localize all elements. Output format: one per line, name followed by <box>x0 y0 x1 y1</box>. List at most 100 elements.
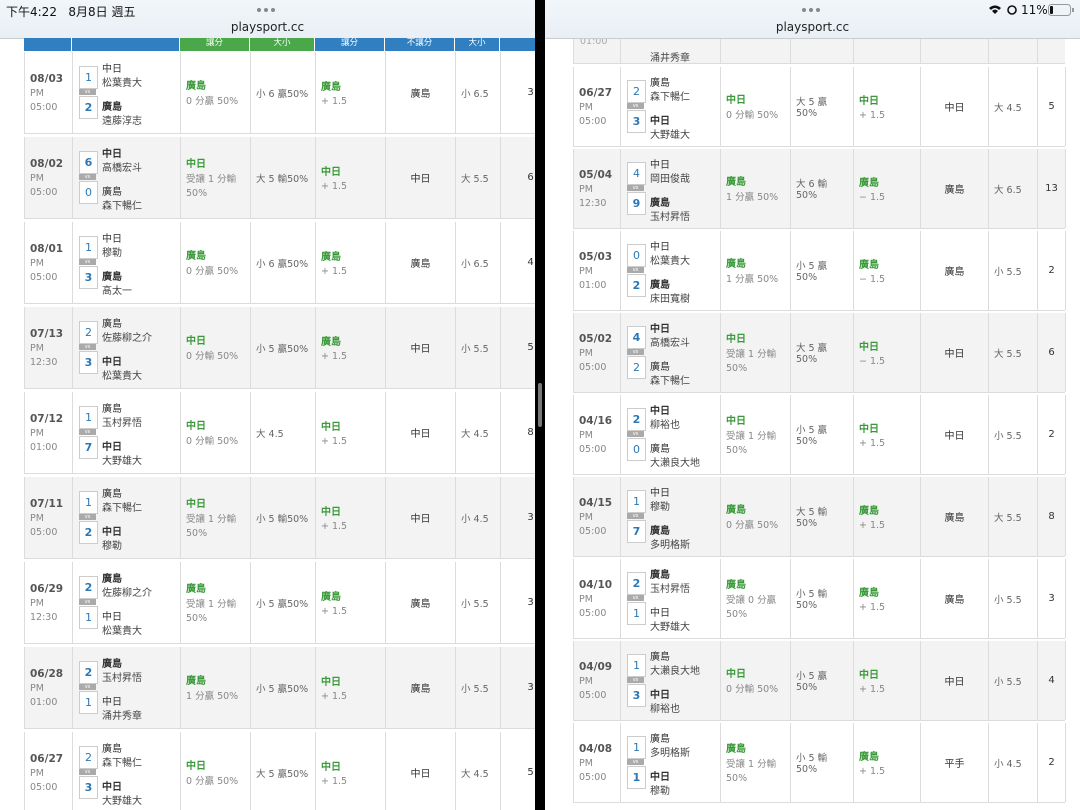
pitcher: 大野雄大 <box>650 130 690 141</box>
date: 08/02 <box>30 157 64 170</box>
over-under-cell: 大 5 贏50% <box>791 313 854 392</box>
total-line-cell: 小 5.5 <box>989 641 1038 720</box>
left-pane: 下午4:22 8月8日 週五 playsport.cc 讓分 大小 讓分 不讓分 大小 0… <box>0 0 535 810</box>
url[interactable]: playsport.cc <box>775 20 850 34</box>
vs-label: vs <box>79 514 96 520</box>
total-line-cell: 大 4.5 <box>989 67 1038 146</box>
score: 7 <box>79 436 98 459</box>
total-line-cell: 小 5.5 <box>456 562 501 643</box>
spread-cell: 中日 + 1.5 <box>854 395 921 474</box>
total-line: 小 5.5 <box>994 676 1022 688</box>
cell-border <box>988 39 989 63</box>
handicap-team: 中日 <box>186 760 206 772</box>
ampm: PM <box>30 512 44 524</box>
total-line: 大 4.5 <box>461 428 489 440</box>
spread: − 1.5 <box>859 274 886 285</box>
header-cell: 讓分 <box>180 38 250 51</box>
total-runs-cell: 2 <box>1038 395 1066 474</box>
date-cell: 05/04 PM 12:30 <box>574 149 621 228</box>
tab-dots[interactable] <box>256 8 279 12</box>
score: 2 <box>79 321 98 344</box>
score: 1 <box>627 736 646 759</box>
vs-label: vs <box>79 259 96 265</box>
pitcher: 多明格斯 <box>650 748 690 759</box>
handicap-cell: 中日 受讓 1 分輸 50% <box>181 137 251 218</box>
score: 2 <box>79 746 98 769</box>
ampm: PM <box>579 101 593 113</box>
handicap: 0 分輸 50% <box>726 109 779 121</box>
total-line-cell: 小 6.5 <box>456 52 501 133</box>
date-cell: 06/27 PM 05:00 <box>574 67 621 146</box>
team-name: 廣島 <box>102 102 122 113</box>
moneyline-cell: 中日 <box>386 137 456 218</box>
total-line: 小 5.5 <box>461 598 489 610</box>
total-line-cell: 小 5.5 <box>989 559 1038 638</box>
spread-cell: 中日 + 1.5 <box>854 67 921 146</box>
date-cell: 04/10 PM 05:00 <box>574 559 621 638</box>
over-under: 小 5 贏50% <box>796 425 828 447</box>
game-row: 08/02 PM 05:00 6 中日 高橋宏斗 0 廣島 森下暢仁 vs 中日 受讓 1 分輸 50… <box>24 137 535 219</box>
moneyline: 中日 <box>410 769 431 780</box>
over-under-cell: 小 5 贏50% <box>251 562 316 643</box>
date: 08/03 <box>30 72 64 85</box>
over-under-cell: 小 5 贏50% <box>791 641 854 720</box>
pitcher: 森下暢仁 <box>102 503 142 514</box>
moneyline: 廣島 <box>944 595 965 606</box>
handicap-cell: 廣島 1 分贏 50% <box>721 149 791 228</box>
split-handle[interactable] <box>538 383 542 427</box>
spread: + 1.5 <box>321 776 348 787</box>
total-runs-cell: 4 <box>1038 641 1066 720</box>
battery-text: 11% <box>1021 3 1048 17</box>
spread-team: 中日 <box>859 424 879 435</box>
time: 05:00 <box>30 781 58 793</box>
spread: + 1.5 <box>859 602 886 613</box>
spread-cell: 中日 + 1.5 <box>854 641 921 720</box>
header-cell <box>72 38 180 51</box>
over-under: 小 5 贏50% <box>256 683 309 695</box>
over-under: 小 6 贏50% <box>256 258 309 270</box>
team-name: 中日 <box>102 149 122 160</box>
handicap: 0 分贏 50% <box>186 775 239 787</box>
handicap-team: 中日 <box>186 335 206 347</box>
team-name: 中日 <box>650 488 670 499</box>
pitcher: 穆勒 <box>102 248 122 259</box>
date-cell: 04/09 PM 05:00 <box>574 641 621 720</box>
total-line: 大 4.5 <box>461 768 489 780</box>
team-name: 廣島 <box>102 272 122 283</box>
cell-border <box>853 39 854 63</box>
teams-cell: 2 廣島 佐藤柳之介 1 中日 松葉貴大 vs <box>73 562 181 643</box>
spread: + 1.5 <box>859 766 886 777</box>
game-row: 06/27 PM 05:00 2 廣島 森下暢仁 3 中日 大野雄大 vs 中日 0 分輸 50% 大 … <box>573 67 1066 147</box>
date: 05/04 <box>579 168 613 181</box>
url[interactable]: playsport.cc <box>230 20 305 34</box>
cell-border <box>1037 39 1038 63</box>
total-line: 大 5.5 <box>994 512 1022 524</box>
date-cell: 04/15 PM 05:00 <box>574 477 621 556</box>
total-line: 小 6.5 <box>461 258 489 270</box>
date-cell: 08/03 PM 05:00 <box>25 52 73 133</box>
table-header: 讓分 大小 讓分 不讓分 大小 <box>24 38 535 51</box>
pitcher: 玉村昇悟 <box>650 212 690 223</box>
spread-cell: 廣島 + 1.5 <box>854 477 921 556</box>
header-cell: 大小 <box>250 38 315 51</box>
team-name: 廣島 <box>650 734 670 745</box>
tab-dots[interactable] <box>801 8 824 12</box>
date: 08/01 <box>30 242 64 255</box>
vs-label: vs <box>627 349 644 355</box>
total-runs-cell: 5 <box>501 307 535 388</box>
handicap: 受讓 1 分輸 50% <box>726 348 777 374</box>
total-runs: 3 <box>527 87 534 98</box>
pitcher: 大瀨良大地 <box>650 458 700 469</box>
game-row: 05/03 PM 01:00 0 中日 松葉貴大 2 廣島 床田寬樹 vs 廣島 1 分贏 50% 小 … <box>573 231 1066 311</box>
score: 3 <box>79 776 98 799</box>
moneyline: 中日 <box>944 349 965 360</box>
handicap: 1 分贏 50% <box>726 191 779 203</box>
pitcher: 大野雄大 <box>102 456 142 467</box>
teams-cell: 2 中日 柳裕也 0 廣島 大瀨良大地 vs <box>621 395 721 474</box>
time: 05:00 <box>579 771 607 783</box>
team-name: 廣島 <box>650 570 670 581</box>
vs-label: vs <box>627 595 644 601</box>
total-runs: 5 <box>527 767 534 778</box>
score: 6 <box>79 151 98 174</box>
over-under-cell: 小 5 贏50% <box>251 307 316 388</box>
